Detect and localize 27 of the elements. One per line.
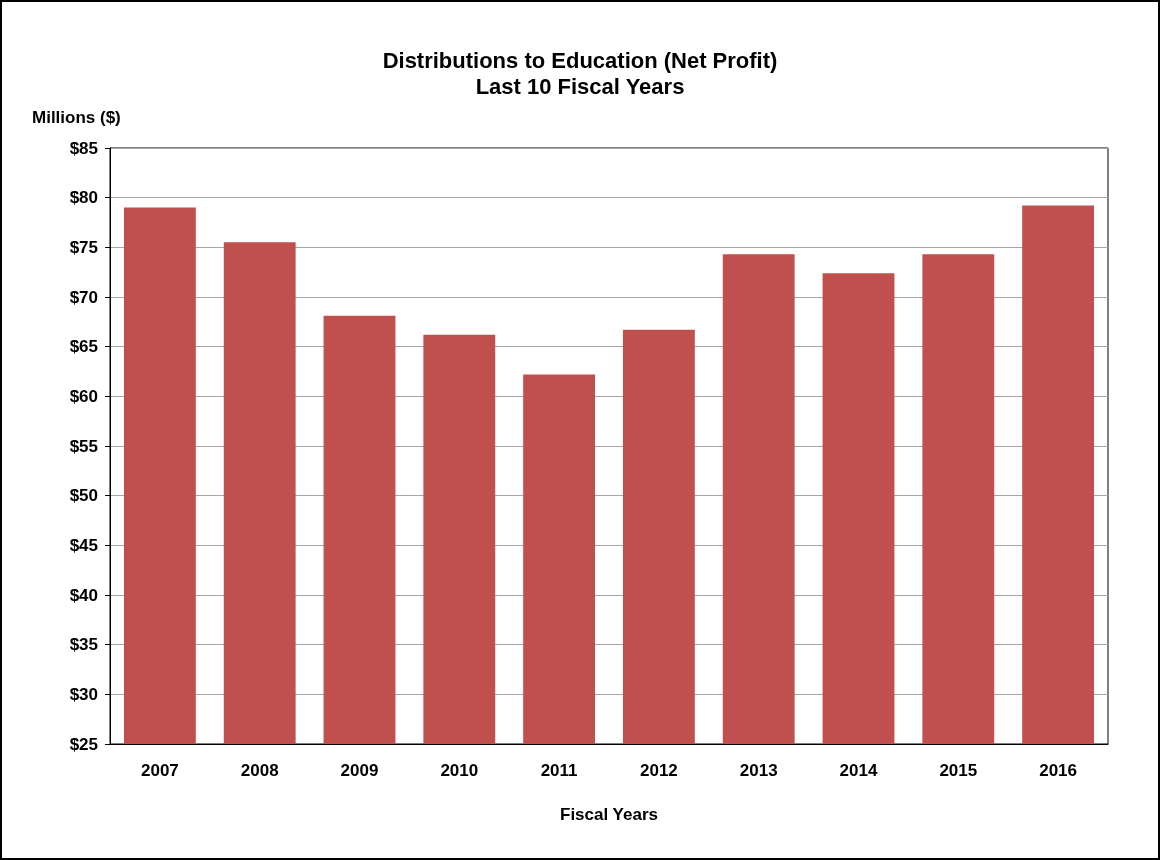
y-tick-label: $85 xyxy=(69,138,98,158)
x-axis-title: Fiscal Years xyxy=(560,805,658,824)
chart-subtitle: Last 10 Fiscal Years xyxy=(475,73,685,99)
y-tick-label: $75 xyxy=(69,237,98,257)
x-tick-label: 2016 xyxy=(1039,761,1078,780)
y-tick-label: $50 xyxy=(69,486,98,506)
y-tick-label: $55 xyxy=(69,436,98,456)
y-tick-label: $25 xyxy=(69,734,98,754)
x-tick-label: 2010 xyxy=(440,761,479,780)
y-tick-label: $60 xyxy=(69,386,98,406)
x-tick-label: 2015 xyxy=(939,761,978,780)
y-tick-label: $30 xyxy=(69,684,98,704)
y-tick-label: $65 xyxy=(69,337,98,357)
y-tick-label: $70 xyxy=(69,287,98,307)
x-tick-label: 2007 xyxy=(140,761,179,780)
x-tick-label: 2013 xyxy=(739,761,778,780)
x-tick-label: 2009 xyxy=(340,761,379,780)
y-tick-label: $80 xyxy=(69,188,98,208)
y-axis-title: Millions ($) xyxy=(32,108,121,127)
chart-title: Distributions to Education (Net Profit) xyxy=(382,47,778,73)
y-tick-label: $45 xyxy=(69,535,98,555)
x-tick-label: 2014 xyxy=(839,761,878,780)
y-tick-label: $40 xyxy=(69,585,98,605)
x-tick-label: 2011 xyxy=(540,761,578,780)
y-tick-label: $35 xyxy=(69,635,98,655)
x-tick-label: 2008 xyxy=(240,761,279,780)
x-tick-label: 2012 xyxy=(639,761,678,780)
